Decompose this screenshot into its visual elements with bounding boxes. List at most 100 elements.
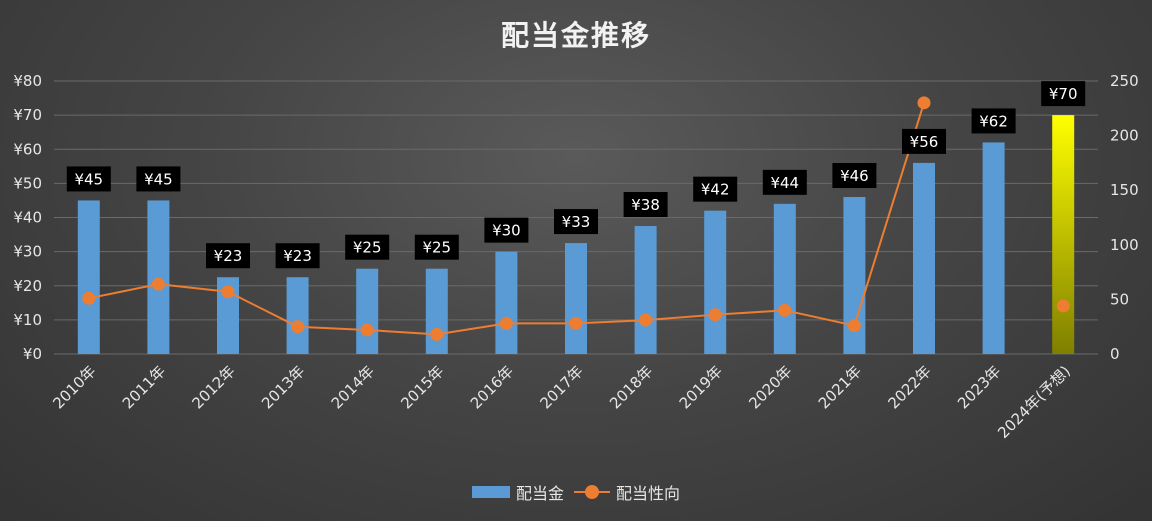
bar [147,200,170,354]
data-label-box [414,234,459,260]
x-tick-label: 2018年 [606,362,656,412]
line-point [778,303,792,317]
bar [217,277,239,354]
data-label: ¥56 [910,133,939,151]
line-point [499,316,513,330]
data-label-box [971,108,1016,134]
bar [843,197,866,354]
data-label: ¥23 [214,247,243,265]
left-tick-label: ¥0 [23,345,42,363]
right-tick-label: 150 [1110,181,1139,199]
chart-title: 配当金推移 [500,19,651,52]
right-tick-label: 250 [1110,72,1139,90]
x-tick-label: 2015年 [397,362,447,412]
x-tick-label: 2022年 [884,362,934,412]
data-label-box [693,176,738,202]
line-point [569,316,583,330]
x-tick-label: 2024年(予想) [994,362,1074,442]
data-label-box [206,243,250,269]
line-point [360,323,374,337]
data-label-box [275,243,320,269]
left-tick-label: ¥30 [13,243,42,261]
right-axis: 0 50 100 150 200 250 [1110,72,1139,363]
data-label-box [902,128,946,154]
x-tick-label: 2023年 [954,362,1004,412]
legend-line-swatch [574,485,610,499]
bar [286,277,309,354]
data-label-box [623,192,668,218]
bar [634,226,657,354]
line-series [82,96,1070,341]
line-point [82,291,96,305]
left-tick-label: ¥20 [13,277,42,295]
bar [1052,115,1075,354]
line-point [151,277,165,291]
data-label-box [136,166,181,192]
bar [356,268,379,354]
data-label: ¥70 [1049,85,1078,103]
data-label: ¥45 [74,170,103,188]
left-tick-label: ¥50 [13,174,42,192]
right-tick-label: 200 [1110,127,1139,145]
data-label-box [66,166,111,192]
legend-line-label: 配当性向 [616,484,681,503]
bar [77,200,100,354]
legend-item-line[interactable]: 配当性向 [574,480,680,504]
line-point [221,285,235,299]
line-point [1056,299,1070,313]
x-tick-label: 2011年 [119,362,169,412]
left-tick-label: ¥70 [13,106,42,124]
legend: 配当金 配当性向 [0,480,1152,504]
bar-series [77,115,1075,354]
bar [982,142,1005,354]
legend-item-bar[interactable]: 配当金 [471,480,564,504]
bar [565,243,587,354]
left-tick-label: ¥80 [13,72,42,90]
right-tick-label: 50 [1110,290,1129,308]
data-label: ¥44 [770,174,799,192]
x-tick-label: 2014年 [328,362,378,412]
right-tick-label: 100 [1110,236,1139,254]
x-tick-label: 2019年 [676,362,726,412]
line-point [847,319,861,333]
data-label: ¥23 [283,247,312,265]
data-label-box [762,169,807,195]
data-label: ¥45 [144,170,173,188]
line-point [430,327,444,341]
x-tick-label: 2017年 [536,362,586,412]
x-tick-label: 2013年 [258,362,308,412]
left-axis: ¥0 ¥10 ¥20 ¥30 ¥40 ¥50 ¥60 ¥70 ¥80 [13,72,42,363]
line-point [639,313,653,327]
line-point [917,96,931,110]
data-label-box [484,217,529,243]
line-point [291,320,305,334]
data-label-box [345,234,390,260]
data-label-box [1041,81,1086,107]
x-tick-label: 2020年 [745,362,795,412]
data-label: ¥38 [631,196,660,214]
bar [495,251,518,354]
data-label: ¥25 [353,239,382,257]
data-label-box [832,163,877,189]
left-tick-label: ¥10 [13,311,42,329]
bar [913,162,935,354]
legend-bar-label: 配当金 [515,484,564,503]
left-tick-label: ¥60 [13,140,42,158]
legend-bar-swatch [471,486,510,498]
data-label: ¥25 [422,239,451,257]
data-label: ¥33 [562,213,591,231]
x-tick-label: 2012年 [188,362,238,412]
bar [704,210,727,354]
data-label-box [554,209,598,235]
line-point [708,308,722,322]
left-tick-label: ¥40 [13,209,42,227]
right-tick-label: 0 [1110,345,1120,363]
data-label: ¥30 [492,222,521,240]
x-tick-label: 2016年 [467,362,517,412]
data-label: ¥46 [840,167,869,185]
data-label: ¥62 [979,112,1008,130]
x-axis: 2010年 2011年 2012年 2013年 2014年 2015年 2016年 2017年… [49,362,1074,442]
x-tick-label: 2010年 [49,362,99,412]
data-label: ¥42 [701,181,730,199]
